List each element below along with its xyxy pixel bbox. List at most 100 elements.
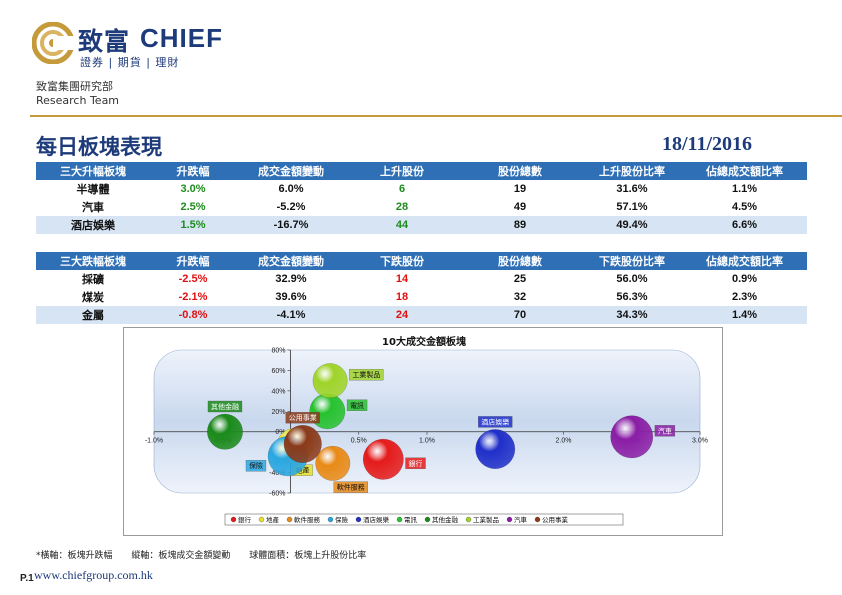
col-total-stocks: 股份總數 [458,162,582,180]
table-row: 酒店娛樂 1.5% -16.7% 44 89 49.4% 6.6% [36,216,807,234]
header-rule [30,115,842,117]
bubble-label: 軟件服務 [337,483,365,492]
col-down-ratio: 下跌股份比率 [582,252,682,270]
y-tick-label: 80% [271,348,285,355]
cell-total-stocks: 19 [513,183,527,195]
cell-down-ratio: 56.0% [616,273,648,285]
cell-up-stocks: 28 [395,201,409,213]
cell-down-stocks: 24 [346,306,458,324]
bubble-chart: 10大成交金額板塊 -1.0%-0.5%0.0%0.5%1.0%1.5%2.0%… [123,327,723,536]
footnote-bubble: 球體面積：板塊上升股份比率 [249,551,367,561]
bubble-label-box [349,368,384,381]
cell-change: -0.8% [150,306,236,324]
bubble-label-box [405,457,426,469]
bubble-label: 保險 [249,461,263,470]
cell-down-ratio: 56.3% [616,291,648,303]
cell-turnover-share: 2.3% [731,291,758,303]
footnote: *橫軸：板塊升跌幅 縱軸：板塊成交金額變動 球體面積：板塊上升股份比率 [36,548,382,561]
legend-frame [224,513,624,526]
bubble-point [475,429,516,470]
legend-label: 汽車 [514,515,528,524]
bubble-label: 銀行 [409,459,423,468]
x-tick-label: 2.0% [556,438,572,445]
table-header-row: 三大跌幅板塊 升跌幅 成交金額變動 下跌股份 股份總數 下跌股份比率 佔總成交額… [36,252,807,270]
legend-label: 地產 [266,515,280,524]
cell-total-stocks: 70 [458,306,582,324]
footnote-y-axis: 縱軸：板塊成交金額變動 [131,551,231,561]
legend-label: 酒店娛樂 [363,515,390,524]
cell-turnover-share: 4.5% [731,201,758,213]
footnote-x-axis: *橫軸：板塊升跌幅 [36,551,113,561]
bubble-point [312,363,348,399]
legend-label: 公用事業 [542,515,569,524]
cell-total-stocks: 89 [458,216,582,234]
x-tick-label: 3.0% [692,438,708,445]
cell-up-stocks: 44 [346,216,458,234]
logo-english-text: CHIEF [140,23,223,53]
logo-swirl-icon [32,22,74,64]
table-row: 金屬 -0.8% -4.1% 24 70 34.3% 1.4% [36,306,807,324]
cell-turnover-share: 6.6% [682,216,807,234]
bubble-label: 酒店娛樂 [481,417,509,426]
cell-change: 1.5% [150,216,236,234]
page-number: P.1 [20,573,34,584]
table-row: 煤炭 -2.1% 39.6% 18 32 56.3% 2.3% [36,288,807,306]
chart-title: 10大成交金額板塊 [382,335,466,348]
cell-sector: 汽車 [82,201,104,214]
col-change: 升跌幅 [150,252,236,270]
cell-sector: 採礦 [82,273,104,286]
cell-change: 3.0% [180,183,206,195]
col-total-stocks: 股份總數 [458,252,582,270]
bubble-point [362,438,404,480]
logo-chinese-text: 致富 [78,27,131,56]
bubble-label: 工業製品 [352,370,380,379]
cell-total-stocks: 25 [513,273,527,285]
table-row: 採礦 -2.5% 32.9% 14 25 56.0% 0.9% [36,270,807,288]
y-tick-label: -60% [269,491,285,498]
col-up-stocks: 上升股份 [346,162,458,180]
cell-sector: 煤炭 [82,291,104,304]
cell-turnover-change: -16.7% [236,216,346,234]
col-down-stocks: 下跌股份 [346,252,458,270]
y-tick-label: 0% [275,429,285,436]
bubble-label-box [245,460,267,472]
x-tick-label: 1.0% [419,438,435,445]
y-tick-label: -40% [269,470,285,477]
cell-up-stocks: 6 [398,183,406,195]
website-link[interactable]: www.chiefgroup.com.hk [34,568,153,582]
bubble-label-box [654,425,676,437]
bubble-label: 電訊 [350,401,364,410]
cell-total-stocks: 32 [513,291,527,303]
cell-change: -2.5% [178,273,208,285]
legend-swatch [230,516,237,523]
legend-label: 軟件服務 [294,515,321,524]
legend-swatch [327,516,334,523]
cell-turnover-share: 0.9% [731,273,758,285]
cell-turnover-change: 32.9% [275,273,307,285]
cell-down-stocks: 14 [395,273,409,285]
cell-turnover-change: 39.6% [275,291,307,303]
col-turnover-change: 成交金額變動 [236,162,346,180]
cell-down-stocks: 18 [395,291,409,303]
table-row: 汽車 2.5% -5.2% 28 49 57.1% 4.5% [36,198,807,216]
x-tick-label: 0.5% [351,438,367,445]
legend-label: 銀行 [238,515,252,524]
cell-turnover-share: 1.1% [731,183,758,195]
cell-sector: 金屬 [36,306,150,324]
bubble-point [207,413,243,450]
bubble-label-box [333,481,368,493]
bubble-point [315,445,351,481]
company-logo: 致富 CHIEF 證券 | 期貨 | 理財 [32,22,252,70]
bubble-point [309,393,346,430]
legend-swatch [286,516,293,523]
logo-subtitle: 證券 | 期貨 | 理財 [80,56,180,69]
y-tick-label: 40% [271,388,285,395]
cell-up-ratio: 57.1% [616,201,648,213]
legend-label: 工業製品 [473,515,499,524]
bubble-label-box [346,399,368,411]
x-tick-label: -1.0% [145,438,163,445]
col-change: 升跌幅 [150,162,236,180]
col-turnover-share: 佔總成交額比率 [682,162,807,180]
cell-up-ratio: 49.4% [582,216,682,234]
table-header-row: 三大升幅板塊 升跌幅 成交金額變動 上升股份 股份總數 上升股份比率 佔總成交額… [36,162,807,180]
